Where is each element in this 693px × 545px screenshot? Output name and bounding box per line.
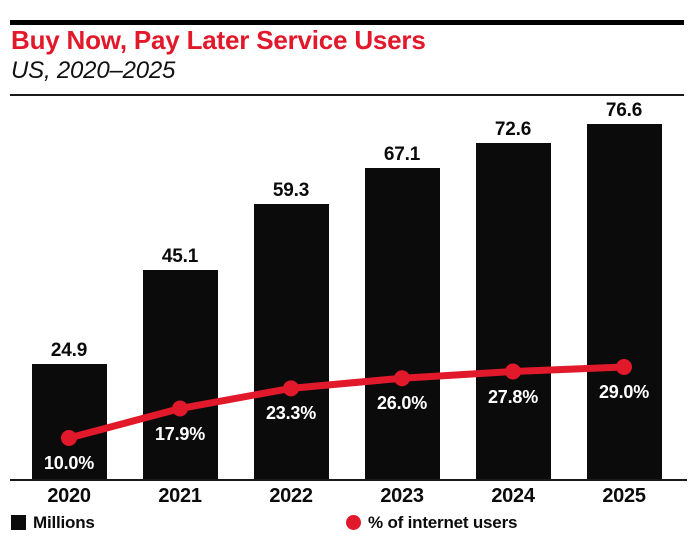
chart-title: Buy Now, Pay Later Service Users: [11, 25, 426, 55]
bar-value-label-2021: 45.1: [161, 246, 199, 267]
bar-value-label-2024: 72.6: [494, 119, 532, 140]
legend-label-millions: Millions: [33, 512, 95, 532]
x-tick-2024: 2024: [491, 485, 535, 507]
bar-2021: [142, 270, 218, 480]
x-tick-2025: 2025: [602, 485, 646, 507]
bar-2022: [253, 204, 329, 480]
millions-swatch-icon: [11, 515, 26, 530]
bar-2025: [586, 124, 662, 480]
chart-subtitle: US, 2020–2025: [11, 57, 176, 84]
line-value-label-2025: 29.0%: [598, 382, 650, 403]
x-axis-line: [10, 479, 687, 481]
line-value-label-2022: 23.3%: [265, 403, 317, 424]
bar-2024: [475, 143, 551, 480]
bar-value-label-2025: 76.6: [605, 100, 643, 121]
bar-value-label-2020: 24.9: [50, 340, 88, 361]
line-value-label-2020: 10.0%: [43, 453, 95, 474]
bar-value-label-2022: 59.3: [272, 180, 310, 201]
legend-item-millions: Millions: [11, 512, 95, 532]
bar-2023: [364, 168, 440, 480]
x-tick-2022: 2022: [269, 485, 313, 507]
line-value-label-2021: 17.9%: [154, 423, 206, 444]
legend: Millions % of internet users: [0, 512, 693, 532]
x-tick-2020: 2020: [47, 485, 91, 507]
line-value-label-2024: 27.8%: [487, 386, 539, 407]
top-rule: [10, 20, 684, 25]
x-tick-2021: 2021: [158, 485, 202, 507]
line-value-label-2023: 26.0%: [376, 393, 428, 414]
legend-item-percent: % of internet users: [346, 512, 518, 532]
x-tick-2023: 2023: [380, 485, 424, 507]
legend-label-percent: % of internet users: [368, 512, 518, 532]
header-divider: [10, 94, 684, 96]
bar-value-label-2023: 67.1: [383, 144, 421, 165]
percent-swatch-icon: [346, 515, 361, 530]
